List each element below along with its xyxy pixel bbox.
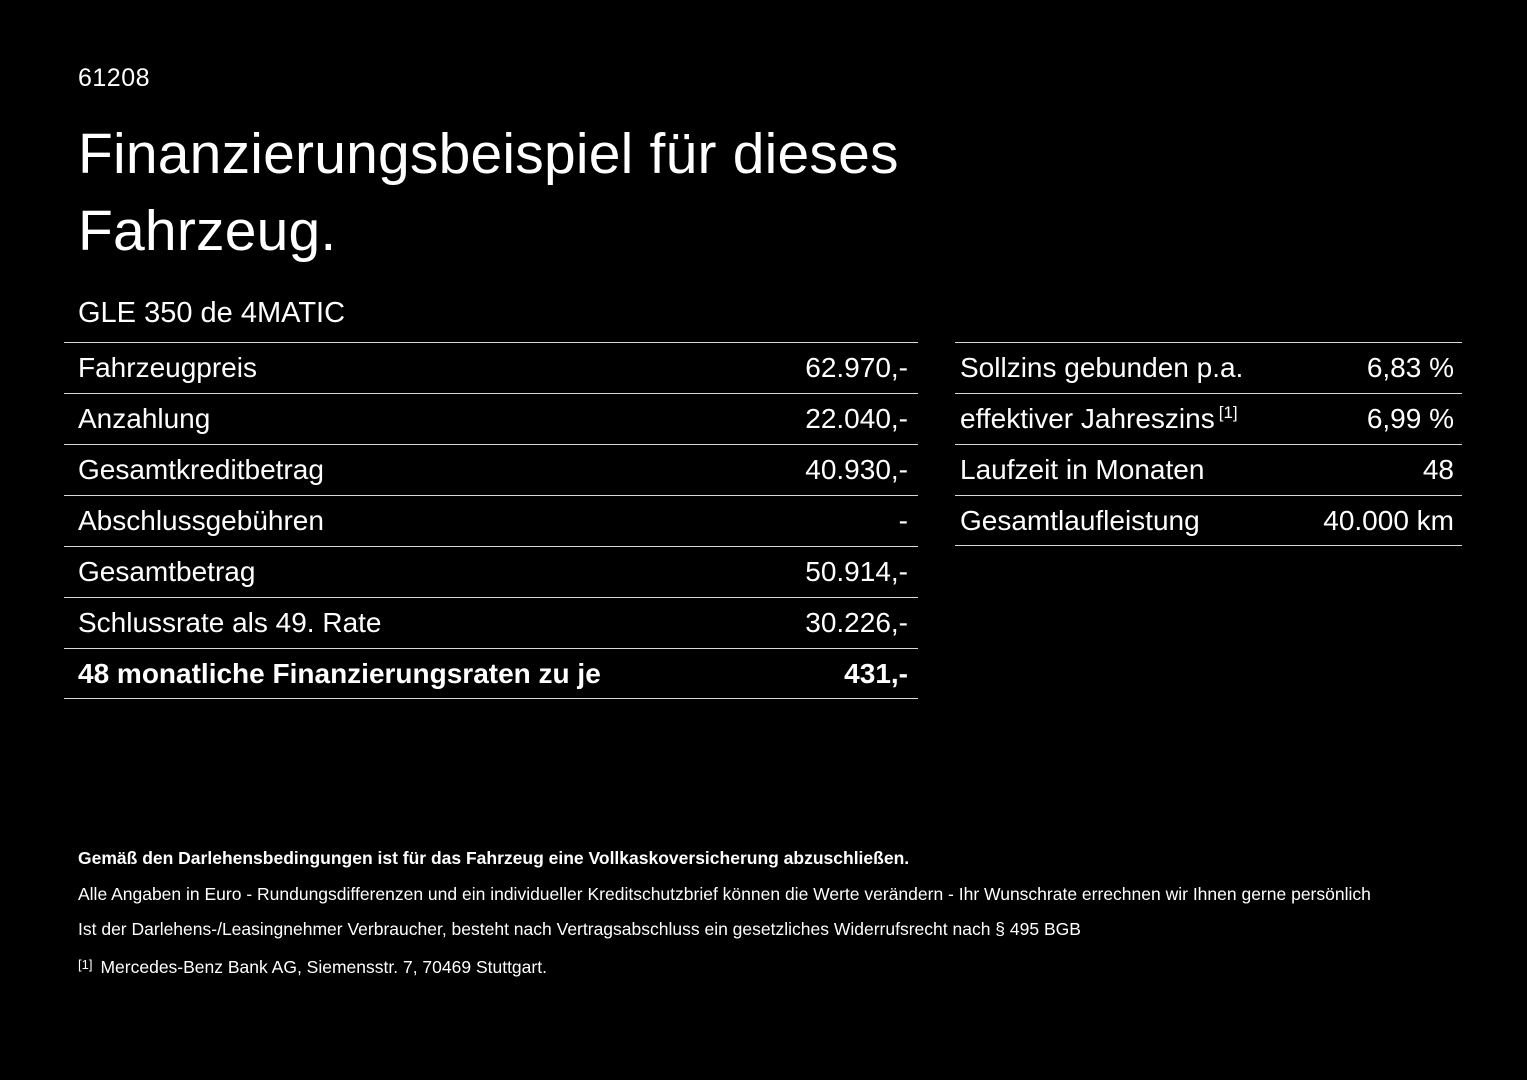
- row-value: 6,99 %: [1366, 403, 1454, 434]
- table-row-sollzins: Sollzins gebunden p.a. 6,83 %: [955, 342, 1462, 393]
- financing-table-left: Fahrzeugpreis 62.970,- Anzahlung 22.040,…: [64, 342, 918, 699]
- row-label: effektiver Jahreszins [1]: [960, 403, 1238, 435]
- row-label: Sollzins gebunden p.a.: [960, 352, 1244, 383]
- page-title: Finanzierungsbeispiel für dieses Fahrzeug…: [78, 116, 899, 270]
- page-title-line1: Finanzierungsbeispiel für dieses: [78, 122, 899, 186]
- legal-footer: Gemäß den Darlehensbedingungen ist für d…: [78, 848, 1467, 978]
- footer-insurance-note: Gemäß den Darlehensbedingungen ist für d…: [78, 848, 910, 868]
- row-label: Anzahlung: [78, 403, 211, 434]
- page-title-line2: Fahrzeug.: [78, 199, 337, 263]
- row-value: 40.000 km: [1323, 504, 1454, 536]
- table-row-fahrzeugpreis: Fahrzeugpreis 62.970,-: [64, 342, 918, 393]
- footer-footnote: [1] Mercedes-Benz Bank AG, Siemensstr. 7…: [78, 957, 1467, 978]
- row-label: Gesamtbetrag: [78, 556, 256, 587]
- footnote-text: Mercedes-Benz Bank AG, Siemensstr. 7, 70…: [100, 957, 547, 977]
- table-row-abschlussgebuehren: Abschlussgebühren -: [64, 495, 918, 546]
- financing-tables: Fahrzeugpreis 62.970,- Anzahlung 22.040,…: [64, 342, 1462, 699]
- footer-disclaimer-widerruf: Ist der Darlehens-/Leasingnehmer Verbrau…: [78, 919, 1081, 939]
- document-id: 61208: [78, 64, 151, 92]
- table-row-gesamtkreditbetrag: Gesamtkreditbetrag 40.930,-: [64, 444, 918, 495]
- row-label: Abschlussgebühren: [78, 505, 324, 536]
- table-row-effektiver-jahreszins: effektiver Jahreszins [1] 6,99 %: [955, 393, 1462, 444]
- row-value: 50.914,-: [805, 556, 908, 587]
- row-label: Gesamtkreditbetrag: [78, 454, 324, 485]
- row-value: 22.040,-: [805, 403, 908, 434]
- row-value: 30.226,-: [805, 607, 908, 638]
- footer-disclaimer-euro: Alle Angaben in Euro - Rundungsdifferenz…: [78, 884, 1371, 904]
- row-label-text: effektiver Jahreszins: [960, 403, 1215, 434]
- row-value: -: [898, 505, 908, 536]
- row-value: 6,83 %: [1366, 352, 1454, 383]
- table-row-schlussrate: Schlussrate als 49. Rate 30.226,-: [64, 597, 918, 648]
- row-label: Schlussrate als 49. Rate: [78, 607, 382, 638]
- table-row-anzahlung: Anzahlung 22.040,-: [64, 393, 918, 444]
- financing-table-right: Sollzins gebunden p.a. 6,83 % effektiver…: [955, 342, 1462, 546]
- table-row-gesamtlaufleistung: Gesamtlaufleistung 40.000 km: [955, 495, 1462, 546]
- table-row-monatsrate: 48 monatliche Finanzierungsraten zu je 4…: [64, 648, 918, 699]
- row-value: 431,-: [844, 657, 908, 689]
- row-label: Laufzeit in Monaten: [960, 454, 1205, 485]
- row-value: 48: [1422, 454, 1454, 485]
- footnote-reference: [1]: [1218, 402, 1238, 422]
- row-value: 62.970,-: [805, 352, 908, 383]
- row-label: Fahrzeugpreis: [78, 352, 257, 383]
- table-row-gesamtbetrag: Gesamtbetrag 50.914,-: [64, 546, 918, 597]
- row-label: Gesamtlaufleistung: [960, 504, 1200, 536]
- footnote-marker: [1]: [78, 957, 93, 972]
- row-value: 40.930,-: [805, 454, 908, 485]
- vehicle-model: GLE 350 de 4MATIC: [78, 297, 346, 329]
- row-label: 48 monatliche Finanzierungsraten zu je: [78, 657, 601, 689]
- table-row-laufzeit: Laufzeit in Monaten 48: [955, 444, 1462, 495]
